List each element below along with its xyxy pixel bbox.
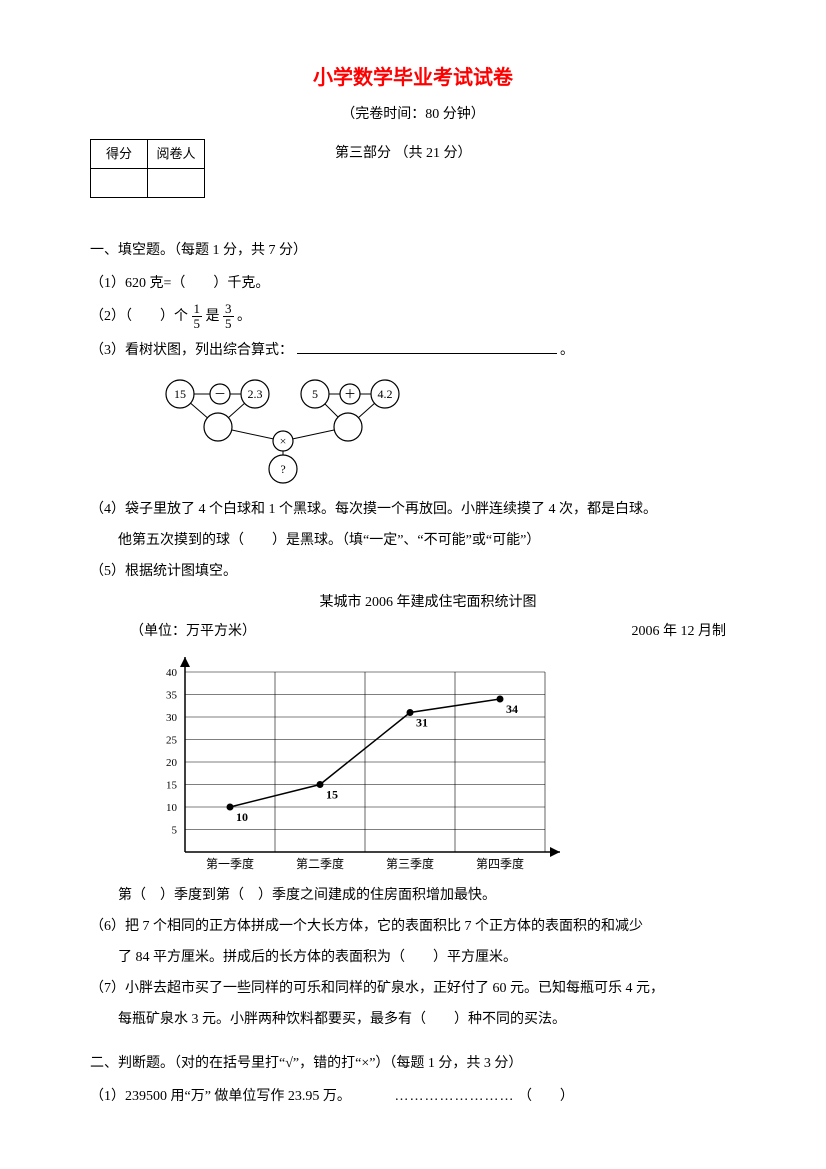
frac2-n: 3 — [223, 302, 234, 317]
tree-svg: 15 － 2.3 5 ＋ 4.2 ×? — [140, 369, 420, 489]
score-blank1 — [91, 168, 148, 197]
s2-q1-text: （1）239500 用“万” 做单位写作 23.95 万。 — [90, 1089, 351, 1104]
svg-text:第一季度: 第一季度 — [206, 856, 254, 871]
q2-mid: 是 — [206, 309, 224, 324]
svg-text:第二季度: 第二季度 — [296, 856, 344, 871]
exam-subtitle: （完卷时间：80 分钟） — [90, 102, 736, 127]
q4a: （4）袋子里放了 4 个白球和 1 个黑球。每次摸一个再放回。小胖连续摸了 4 … — [90, 497, 736, 522]
frac2-d: 5 — [223, 317, 234, 331]
score-col2: 阅卷人 — [148, 140, 205, 168]
svg-text:2.3: 2.3 — [248, 387, 263, 401]
q3-text: （3）看树状图，列出综合算式： — [90, 343, 293, 358]
svg-text:10: 10 — [166, 802, 178, 814]
chart-area: 某城市 2006 年建成住宅面积统计图 （单位：万平方米） 2006 年 12 … — [120, 590, 736, 876]
q3-end: 。 — [560, 343, 574, 358]
svg-text:15: 15 — [326, 787, 338, 801]
header-row: 得分 阅卷人 第三部分 （共 21 分） — [90, 139, 736, 197]
svg-text:15: 15 — [174, 387, 186, 401]
tree-diagram: 15 － 2.3 5 ＋ 4.2 ×? — [140, 369, 736, 489]
q5b: 第（ ）季度到第（ ）季度之间建成的住房面积增加最快。 — [90, 883, 736, 908]
q7a: （7）小胖去超市买了一些同样的可乐和同样的矿泉水，正好付了 60 元。已知每瓶可… — [90, 976, 736, 1001]
svg-text:第三季度: 第三季度 — [386, 856, 434, 871]
svg-text:35: 35 — [166, 689, 178, 701]
part-label: 第三部分 （共 21 分） — [335, 141, 472, 166]
svg-text:＋: ＋ — [344, 387, 356, 401]
svg-text:10: 10 — [236, 810, 248, 824]
q5: （5）根据统计图填空。 — [90, 559, 736, 584]
s2-q1-dots: …………………… — [394, 1089, 514, 1104]
svg-text:×: × — [280, 434, 287, 448]
chart-title: 某城市 2006 年建成住宅面积统计图 — [120, 590, 736, 615]
q7b: 每瓶矿泉水 3 元。小胖两种饮料都要买，最多有（ ）种不同的买法。 — [90, 1007, 736, 1032]
q1: （1）620 克=（ ）千克。 — [90, 271, 736, 296]
q2-frac2: 3 5 — [223, 302, 234, 332]
score-col1: 得分 — [91, 140, 148, 168]
svg-text:－: － — [214, 387, 226, 401]
frac1-d: 5 — [192, 317, 203, 331]
svg-text:5: 5 — [312, 387, 318, 401]
svg-text:15: 15 — [166, 779, 178, 791]
svg-text:34: 34 — [506, 702, 518, 716]
svg-text:31: 31 — [416, 715, 428, 729]
chart-made: 2006 年 12 月制 — [632, 619, 727, 644]
s2-q1: （1）239500 用“万” 做单位写作 23.95 万。 …………………… （… — [90, 1084, 736, 1109]
svg-text:?: ? — [280, 462, 285, 476]
section-1-heading: 一、填空题。（每题 1 分，共 7 分） — [90, 238, 736, 263]
chart-unit: （单位：万平方米） — [130, 619, 256, 644]
svg-text:30: 30 — [166, 712, 178, 724]
q2: （2）（ ）个 1 5 是 3 5 。 — [90, 302, 736, 332]
q3: （3）看树状图，列出综合算式： 。 — [90, 338, 736, 363]
svg-text:4.2: 4.2 — [378, 387, 393, 401]
s2-q1-paren: （ ） — [518, 1089, 574, 1104]
svg-text:40: 40 — [166, 667, 178, 679]
q6b: 了 84 平方厘米。拼成后的长方体的表面积为（ ）平方厘米。 — [90, 945, 736, 970]
svg-text:25: 25 — [166, 734, 178, 746]
score-blank2 — [148, 168, 205, 197]
score-table: 得分 阅卷人 — [90, 139, 205, 197]
q2-frac1: 1 5 — [192, 302, 203, 332]
q6a: （6）把 7 个相同的正方体拼成一个大长方体，它的表面积比 7 个正方体的表面积… — [90, 914, 736, 939]
exam-title: 小学数学毕业考试试卷 — [90, 60, 736, 96]
chart-svg: 5 10 15 20 25 30 35 40 第一季度 第二季度 第三季度 第四季度 10 15 31 34 — [130, 647, 560, 877]
svg-text:第四季度: 第四季度 — [476, 856, 524, 871]
q2-post: 。 — [237, 309, 251, 324]
q3-blank — [297, 339, 557, 354]
svg-text:5: 5 — [172, 824, 178, 836]
q2-pre: （2）（ ）个 — [90, 309, 188, 324]
section-2-heading: 二、判断题。（对的在括号里打“√”，错的打“×”）（每题 1 分，共 3 分） — [90, 1051, 736, 1076]
q4b: 他第五次摸到的球（ ）是黑球。（填“一定”、“不可能”或“可能”） — [90, 528, 736, 553]
frac1-n: 1 — [192, 302, 203, 317]
svg-text:20: 20 — [166, 757, 178, 769]
